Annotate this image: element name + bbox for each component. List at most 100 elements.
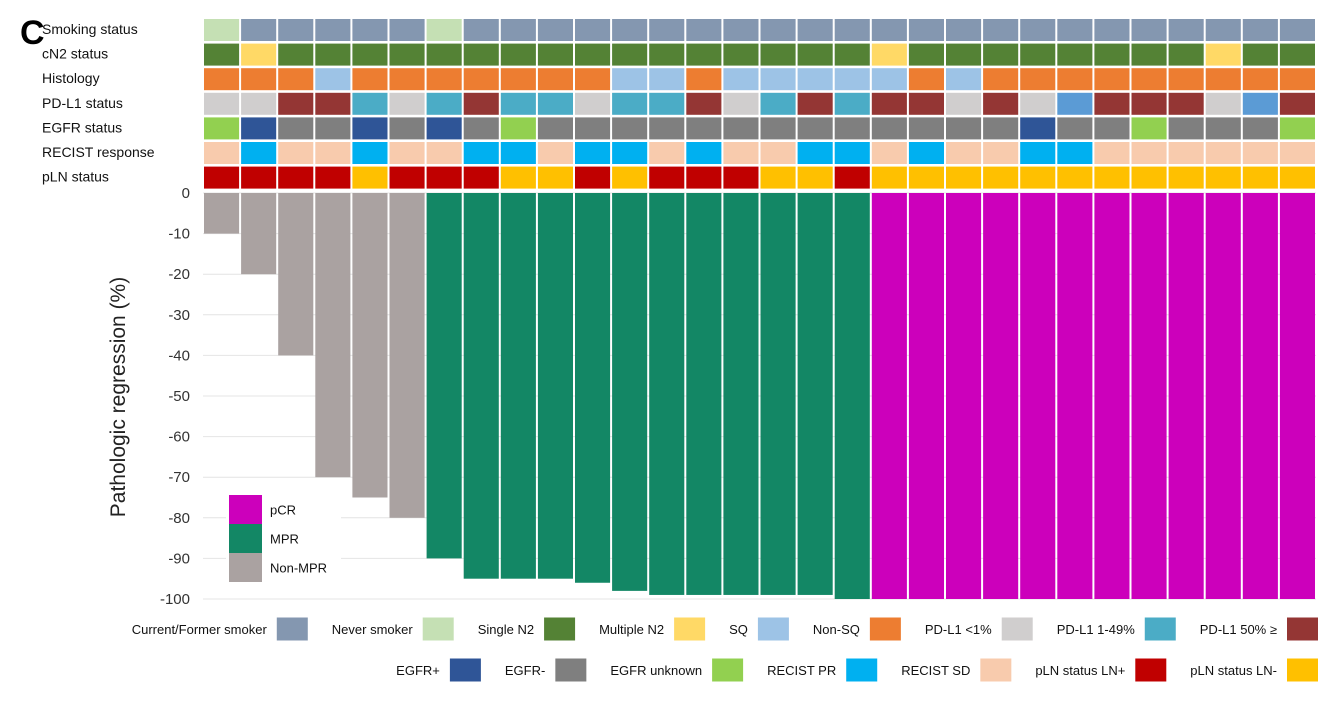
y-tick-label: -50 (168, 388, 190, 405)
track-cell-cn2-status (834, 43, 870, 66)
track-cell-pln-status (575, 166, 611, 189)
track-cell-cn2-status (278, 43, 314, 66)
track-cell-pln-status (871, 166, 907, 189)
track-cell-recist-response (575, 142, 611, 164)
track-cell-pln-status (946, 166, 982, 189)
legend-label-recist-pr: RECIST PR (767, 663, 836, 678)
track-cell-pln-status (1242, 166, 1278, 189)
track-cell-pln-status (1057, 166, 1093, 189)
track-cell-pd-l1-status (426, 92, 462, 115)
track-cell-histology (463, 68, 499, 91)
track-cell-egfr-status (537, 117, 573, 140)
legend-swatch-non-sq (869, 617, 901, 641)
bar-patient-27 (1168, 193, 1204, 599)
track-cell-smoking-status (797, 19, 833, 41)
track-cell-histology (1168, 68, 1204, 91)
track-cell-pln-status (1131, 166, 1167, 189)
track-cell-pd-l1-status (946, 92, 982, 115)
legend-label-pln-status-ln: pLN status LN+ (1035, 663, 1125, 678)
y-tick-label: -60 (168, 429, 190, 446)
bar-patient-1 (204, 193, 240, 234)
track-cell-pln-status (1279, 166, 1315, 189)
track-cell-histology (537, 68, 573, 91)
track-cell-recist-response (463, 142, 499, 164)
track-cell-cn2-status (389, 43, 425, 66)
bar-patient-2 (241, 193, 277, 275)
track-cell-cn2-status (204, 43, 240, 66)
bars (204, 193, 1315, 599)
legend-label-pln-status-ln: pLN status LN- (1190, 663, 1277, 678)
track-cell-histology (1242, 68, 1278, 91)
track-cell-smoking-status (575, 19, 611, 41)
track-cell-pln-status (204, 166, 240, 189)
track-cell-smoking-status (1057, 19, 1093, 41)
bar-patient-17 (797, 193, 833, 595)
bar-patient-23 (1020, 193, 1056, 599)
track-cell-histology (352, 68, 388, 91)
track-cell-cn2-status (426, 43, 462, 66)
legend-swatch-sq (757, 617, 789, 641)
track-cell-histology (1094, 68, 1130, 91)
track-cell-cn2-status (1168, 43, 1204, 66)
track-cell-histology (760, 68, 796, 91)
legend-label-current-former-smoker: Current/Former smoker (132, 622, 268, 637)
legend-swatch-pd-l1-1-49 (1144, 617, 1176, 641)
track-cell-histology (649, 68, 685, 91)
track-cell-smoking-status (278, 19, 314, 41)
track-cell-smoking-status (1020, 19, 1056, 41)
legend-swatch-non-mpr (229, 553, 262, 582)
track-cell-pln-status (760, 166, 796, 189)
track-cell-pd-l1-status (834, 92, 870, 115)
legend-label-never-smoker: Never smoker (332, 622, 414, 637)
track-cell-egfr-status (946, 117, 982, 140)
legend-swatch-recist-pr (846, 658, 878, 682)
track-cell-cn2-status (1057, 43, 1093, 66)
track-cell-histology (946, 68, 982, 91)
legend-label-multiple-n2: Multiple N2 (599, 622, 664, 637)
track-cell-pd-l1-status (1205, 92, 1241, 115)
track-cell-pd-l1-status (1279, 92, 1315, 115)
track-cell-recist-response (760, 142, 796, 164)
track-cell-pd-l1-status (204, 92, 240, 115)
legend-label-egfr: EGFR+ (396, 663, 440, 678)
track-cell-smoking-status (1242, 19, 1278, 41)
track-cell-pd-l1-status (1242, 92, 1278, 115)
bar-patient-22 (983, 193, 1019, 599)
track-cell-egfr-status (1242, 117, 1278, 140)
track-cell-egfr-status (278, 117, 314, 140)
track-cell-egfr-status (908, 117, 944, 140)
track-cell-histology (1057, 68, 1093, 91)
legend-swatch-mpr (229, 524, 262, 553)
track-cell-recist-response (1168, 142, 1204, 164)
track-cell-egfr-status (352, 117, 388, 140)
track-cell-cn2-status (871, 43, 907, 66)
track-label-pd-l1-status: PD-L1 status (42, 95, 123, 111)
y-tick-label: -100 (160, 591, 190, 608)
bar-patient-13 (649, 193, 685, 595)
track-cell-recist-response (389, 142, 425, 164)
y-tick-label: -40 (168, 347, 190, 364)
bar-patient-24 (1057, 193, 1093, 599)
bar-patient-20 (908, 193, 944, 599)
track-cell-egfr-status (463, 117, 499, 140)
bar-patient-16 (760, 193, 796, 595)
legend-swatch-pln-status-ln (1287, 658, 1318, 682)
track-cell-pln-status (649, 166, 685, 189)
track-cell-pd-l1-status (797, 92, 833, 115)
track-cell-recist-response (426, 142, 462, 164)
track-cell-histology (1279, 68, 1315, 91)
y-tick-label: -30 (168, 307, 190, 324)
track-cell-smoking-status (463, 19, 499, 41)
track-cell-egfr-status (797, 117, 833, 140)
track-cell-recist-response (946, 142, 982, 164)
track-cell-histology (575, 68, 611, 91)
track-cell-pln-status (241, 166, 277, 189)
track-cell-pd-l1-status (537, 92, 573, 115)
track-cell-pd-l1-status (1168, 92, 1204, 115)
legend-swatch-recist-sd (980, 658, 1012, 682)
track-cell-recist-response (278, 142, 314, 164)
track-cell-egfr-status (834, 117, 870, 140)
track-cell-recist-response (723, 142, 759, 164)
track-cell-smoking-status (1168, 19, 1204, 41)
track-cell-pd-l1-status (389, 92, 425, 115)
